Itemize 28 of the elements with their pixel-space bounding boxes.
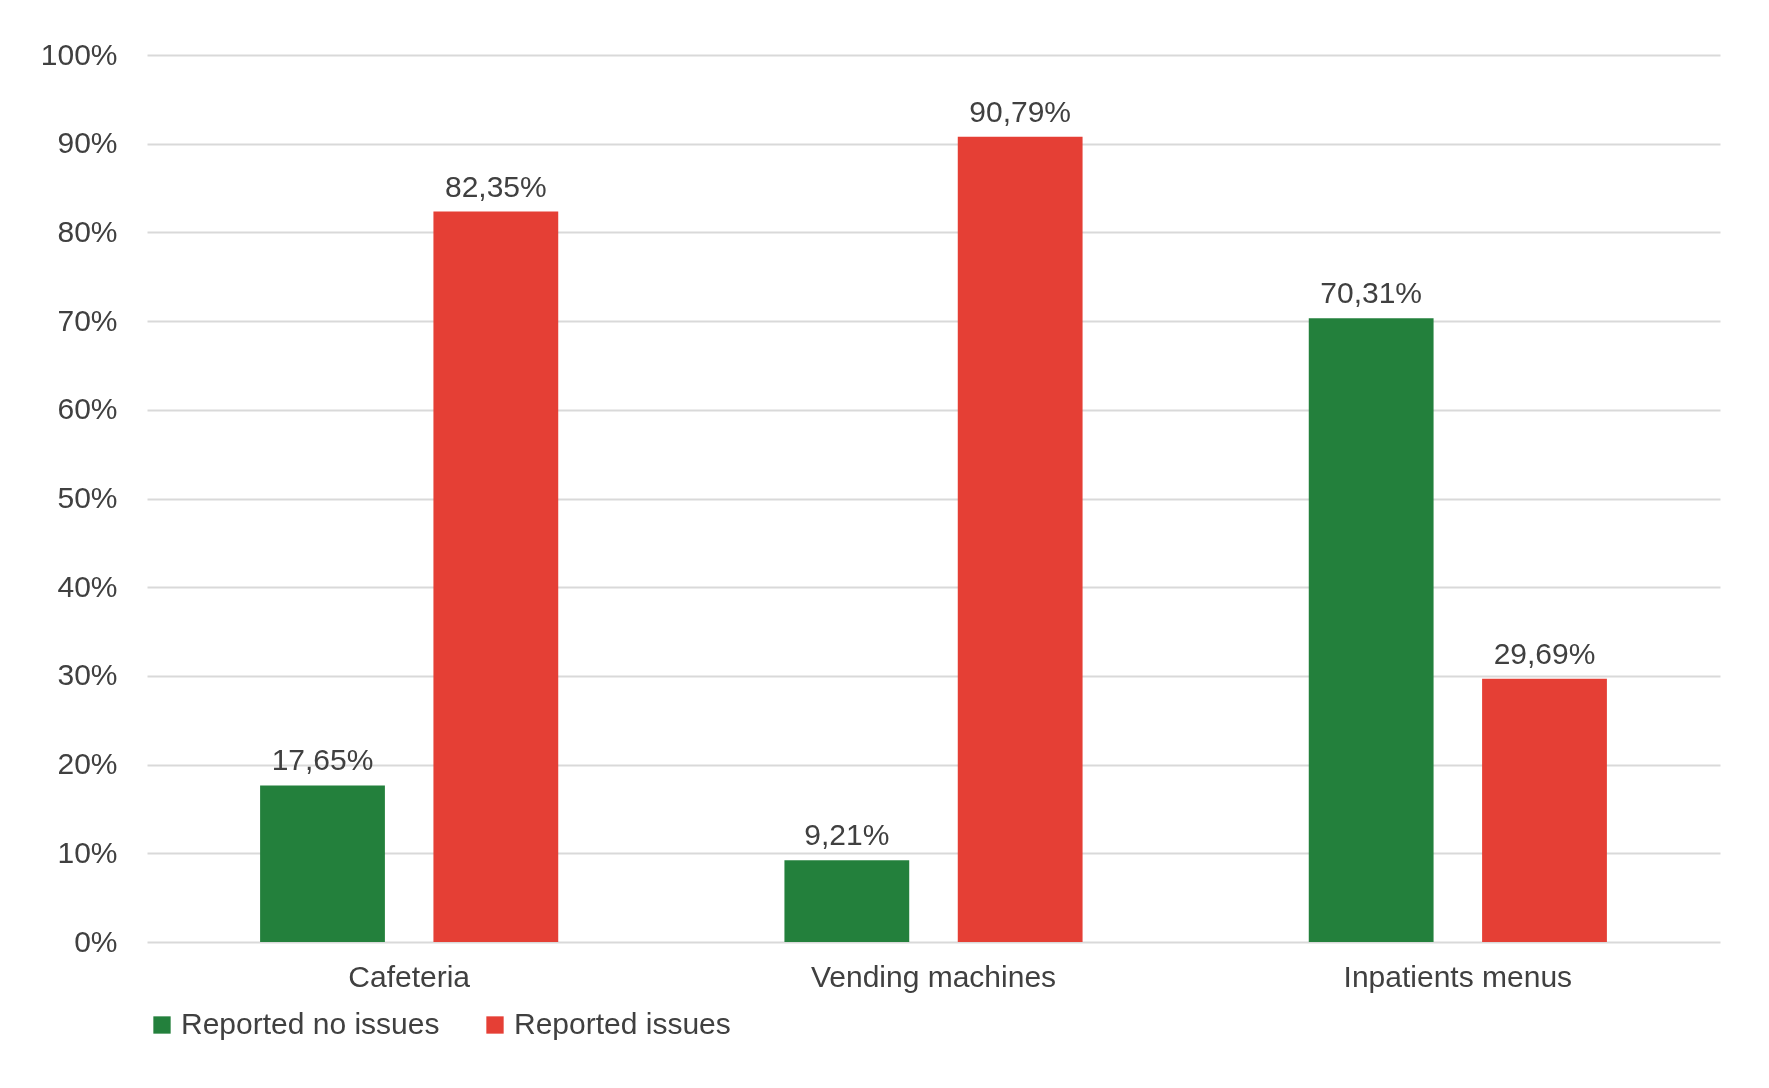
bar xyxy=(957,136,1083,942)
data-label: 70,31% xyxy=(1320,276,1423,310)
y-tick-label: 50% xyxy=(57,481,118,514)
data-label: 90,79% xyxy=(969,94,1072,128)
data-label: 9,21% xyxy=(804,818,890,852)
bar xyxy=(1482,678,1607,942)
bar xyxy=(1308,318,1434,942)
legend-label: Reported no issues xyxy=(181,1007,440,1040)
x-tick-label: Cafeteria xyxy=(348,959,471,993)
y-tick-label: 10% xyxy=(57,835,118,869)
y-tick-label: 0% xyxy=(74,924,118,958)
x-tick-label: Inpatients menus xyxy=(1343,959,1573,993)
data-label: 29,69% xyxy=(1493,636,1596,670)
bar xyxy=(260,785,385,942)
legend-label: Reported issues xyxy=(514,1007,731,1040)
y-tick-label: 40% xyxy=(57,569,118,603)
y-tick-label: 20% xyxy=(57,747,118,781)
y-tick-label: 60% xyxy=(57,392,118,426)
x-tick-label: Vending machines xyxy=(810,959,1057,993)
y-tick-label: 70% xyxy=(57,303,118,337)
y-tick-label: 80% xyxy=(57,214,118,248)
y-tick-label: 30% xyxy=(57,658,118,692)
bar xyxy=(433,211,559,942)
y-tick-label: 90% xyxy=(57,126,118,160)
bar xyxy=(784,860,910,942)
data-label: 82,35% xyxy=(444,169,547,203)
data-label: 17,65% xyxy=(271,743,374,777)
y-tick-label: 100% xyxy=(40,37,118,71)
